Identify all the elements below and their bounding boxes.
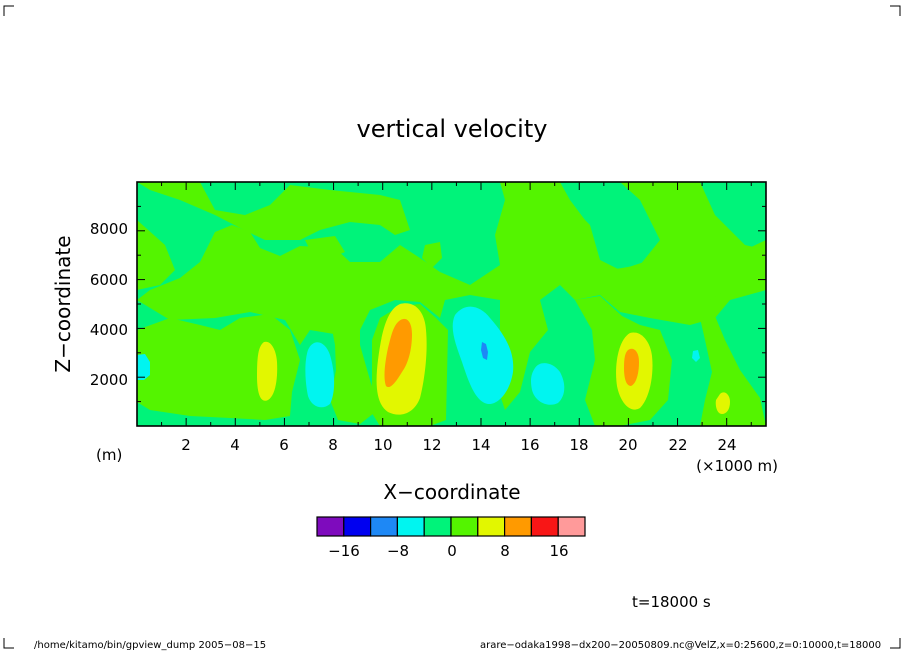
x-tick-label: 4 xyxy=(230,436,240,454)
colorbar-swatch xyxy=(557,516,586,537)
x-tick-label: 10 xyxy=(373,436,392,454)
colorbar-labels: −16 −8 0 8 16 xyxy=(328,542,568,560)
contours-level-neg12-neg8 xyxy=(481,342,488,360)
x-axis-label: X−coordinate xyxy=(383,480,520,504)
x-tick-label: 6 xyxy=(279,436,289,454)
contours-level-8-12 xyxy=(384,318,639,388)
time-label: t=18000 s xyxy=(632,593,711,611)
y-tick-label: 4000 xyxy=(90,321,128,339)
x-tick-label: 14 xyxy=(471,436,490,454)
colorbar-label: −8 xyxy=(387,542,409,560)
colorbar-swatch xyxy=(343,516,372,537)
chart-title: vertical velocity xyxy=(357,115,548,143)
colorbar-swatch xyxy=(423,516,452,537)
colorbar-swatch xyxy=(370,516,399,537)
y-tick-label: 6000 xyxy=(90,271,128,289)
colorbar-label: 0 xyxy=(447,542,457,560)
corner-marks xyxy=(3,5,901,649)
x-tick-label: 16 xyxy=(520,436,539,454)
x-tick-label: 20 xyxy=(618,436,637,454)
colorbar-label: 8 xyxy=(500,542,510,560)
colorbar-label: −16 xyxy=(328,542,360,560)
y-tick-label: 8000 xyxy=(90,220,128,238)
x-tick-label: 18 xyxy=(569,436,588,454)
colorbar-swatch xyxy=(316,516,345,537)
x-tick-label: 8 xyxy=(328,436,338,454)
y-axis-label: Z−coordinate xyxy=(51,235,75,372)
y-tick-labels: 2000 4000 6000 8000 xyxy=(90,220,128,389)
colorbar-swatch xyxy=(450,516,479,537)
plot-area xyxy=(137,182,766,426)
x-tick-label: 12 xyxy=(422,436,441,454)
colorbar-swatch xyxy=(504,516,533,537)
footer-source: arare−odaka1998−dx200−20050809.nc@VelZ,x… xyxy=(480,640,882,651)
colorbar-swatch xyxy=(477,516,506,537)
axis-ticks xyxy=(137,182,766,426)
colorbar-swatch xyxy=(396,516,425,537)
y-axis-unit: (m) xyxy=(96,446,122,464)
footer-path: /home/kitamo/bin/gpview_dump 2005−08−15 xyxy=(34,640,267,651)
x-axis-unit: (×1000 m) xyxy=(696,457,778,475)
colorbar-label: 16 xyxy=(549,542,568,560)
y-tick-label: 2000 xyxy=(90,371,128,389)
colorbar-swatch xyxy=(530,516,559,537)
x-tick-labels: 2 4 6 8 10 12 14 16 18 20 22 24 xyxy=(181,436,736,454)
colorbar xyxy=(316,516,586,537)
x-tick-label: 2 xyxy=(181,436,191,454)
x-tick-label: 22 xyxy=(668,436,687,454)
x-tick-label: 24 xyxy=(717,436,736,454)
